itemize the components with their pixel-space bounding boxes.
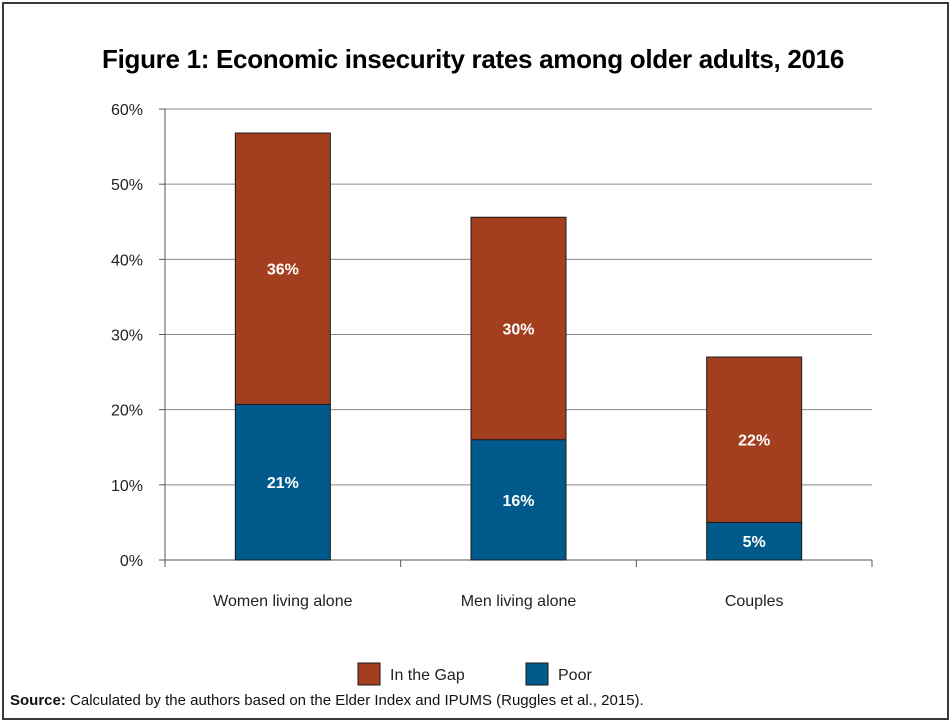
y-tick-label: 10% <box>111 478 143 495</box>
bar-segment <box>706 356 803 523</box>
bar-data-label: 5% <box>743 534 766 551</box>
data-labels: 21% 36% 16% 30% 5% 22% <box>267 262 770 551</box>
chart-title: Figure 1: Economic insecurity rates amon… <box>102 44 845 74</box>
bar-data-label: 36% <box>267 262 299 279</box>
bars <box>234 132 803 561</box>
bar-segment <box>470 216 567 441</box>
legend-swatch <box>357 662 381 686</box>
x-category-label: Women living alone <box>213 593 352 610</box>
y-tick-label: 20% <box>111 403 143 420</box>
y-tick-label: 0% <box>120 553 143 570</box>
source-note: Source: Calculated by the authors based … <box>10 692 644 709</box>
y-tick-label: 30% <box>111 328 143 345</box>
y-tick-label: 60% <box>111 102 143 119</box>
legend-label: Poor <box>558 667 592 684</box>
bar-data-label: 21% <box>267 475 299 492</box>
bar-data-label: 30% <box>502 321 534 338</box>
x-category-label: Men living alone <box>461 593 577 610</box>
source-label: Source: <box>10 692 66 709</box>
x-category-label: Couples <box>725 593 784 610</box>
legend-label: In the Gap <box>390 667 465 684</box>
source-text: Calculated by the authors based on the E… <box>65 692 644 709</box>
bar-data-label: 22% <box>738 433 770 450</box>
bar-segment <box>470 439 567 561</box>
y-tick-label: 50% <box>111 177 143 194</box>
legend-swatch <box>525 662 549 686</box>
y-tick-label: 40% <box>111 252 143 269</box>
bar-segment <box>234 132 331 405</box>
bar-data-label: 16% <box>502 493 534 510</box>
legend: In the Gap Poor <box>357 662 592 686</box>
